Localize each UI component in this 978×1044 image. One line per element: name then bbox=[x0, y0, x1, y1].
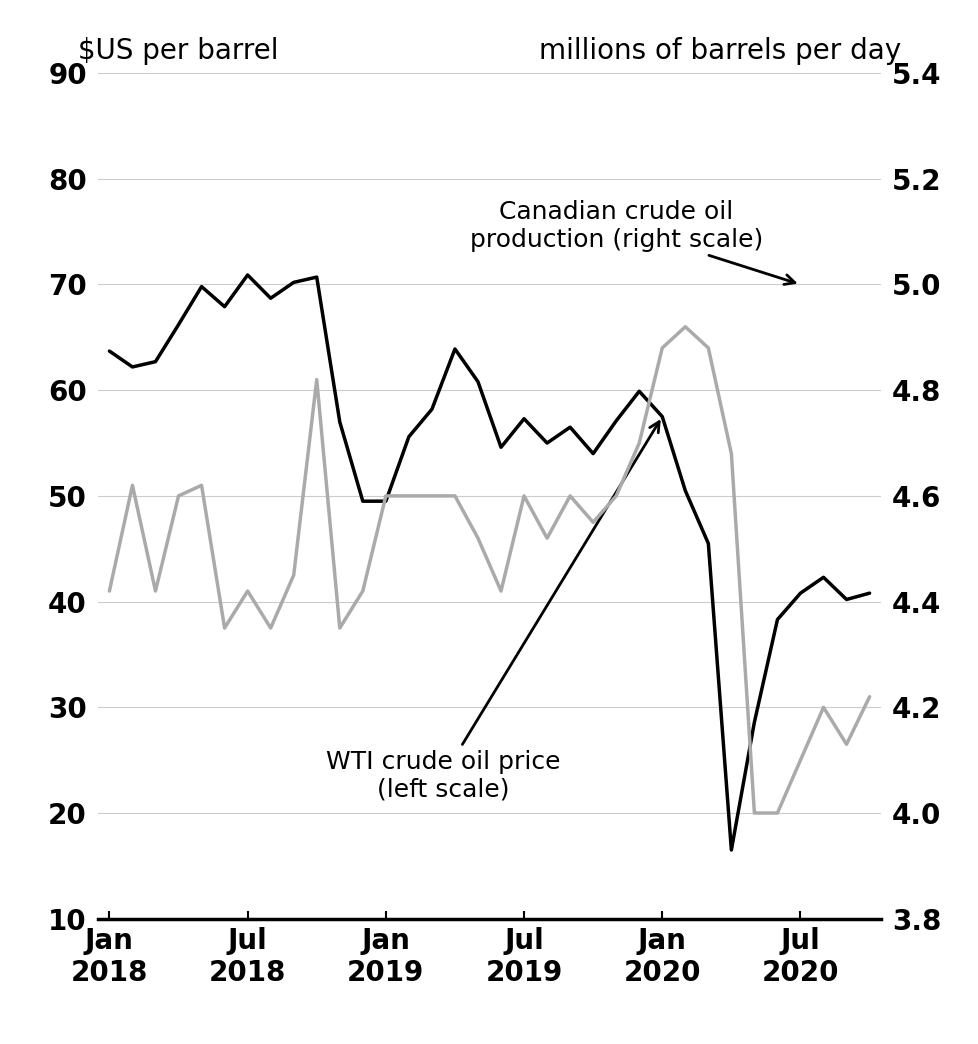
Text: millions of barrels per day: millions of barrels per day bbox=[538, 37, 900, 65]
Text: $US per barrel: $US per barrel bbox=[78, 37, 279, 65]
Text: WTI crude oil price
(left scale): WTI crude oil price (left scale) bbox=[326, 422, 658, 802]
Text: Canadian crude oil
production (right scale): Canadian crude oil production (right sca… bbox=[469, 199, 794, 284]
